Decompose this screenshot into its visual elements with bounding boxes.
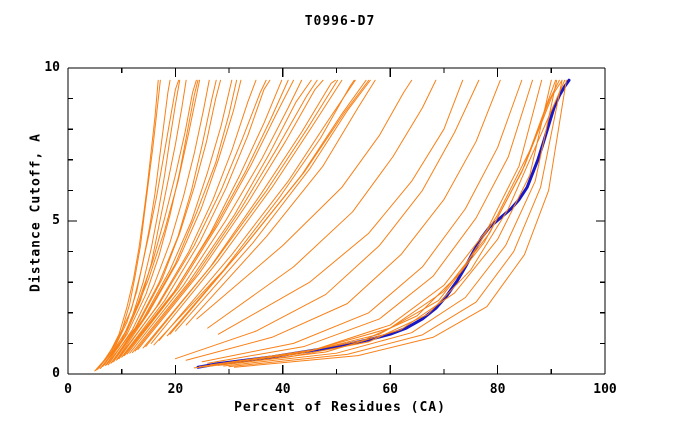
series-layer	[94, 78, 571, 372]
x-axis-label: Percent of Residues (CA)	[234, 400, 446, 415]
series-model-31	[207, 79, 437, 329]
series-model-19	[122, 79, 289, 357]
series-model-30	[196, 79, 413, 320]
series-model-44	[204, 79, 560, 367]
series-model-21	[137, 79, 324, 351]
series-model-42	[193, 79, 566, 369]
series-model-34	[185, 79, 501, 361]
series-model-04	[98, 79, 180, 369]
x-tick-label-0: 0	[64, 382, 72, 397]
x-tick-label-60: 60	[382, 382, 399, 397]
series-model-15	[121, 79, 271, 358]
series-model-18	[126, 79, 295, 355]
series-model-40	[228, 79, 563, 368]
series-model-26	[158, 79, 356, 341]
series-model-46	[104, 79, 201, 366]
series-model-43	[209, 79, 563, 366]
series-model-49	[129, 79, 303, 354]
plot-area	[68, 68, 605, 374]
series-model-36	[207, 79, 533, 364]
series-model-07	[100, 79, 197, 368]
series-model-29	[185, 79, 376, 326]
series-model-41	[199, 79, 557, 368]
series-model-27	[166, 79, 367, 337]
series-model-17	[123, 79, 283, 357]
series-model-39	[223, 79, 558, 367]
series-model-08	[107, 79, 210, 366]
chart-title: T0996-D7	[304, 14, 376, 29]
series-model-35	[201, 79, 523, 363]
series-model-38	[217, 79, 552, 366]
series-model-22	[134, 79, 318, 352]
series-model-02	[97, 79, 171, 370]
series-model-33	[174, 79, 480, 360]
y-tick-label-5: 5	[52, 213, 60, 228]
x-tick-label-80: 80	[489, 382, 506, 397]
x-tick-label-100: 100	[593, 382, 617, 397]
series-model-24	[150, 79, 343, 344]
x-tick-label-20: 20	[167, 382, 184, 397]
y-tick-label-0: 0	[52, 366, 60, 381]
series-model-47	[94, 79, 159, 372]
series-model-09	[110, 79, 222, 364]
series-model-28	[174, 79, 371, 332]
series-model-25	[142, 79, 339, 349]
x-tick-label-40: 40	[274, 382, 291, 397]
series-model-20	[131, 79, 312, 354]
series-model-48	[153, 79, 355, 346]
y-axis-label: Distance Cutoff, A	[28, 133, 44, 292]
series-model-50	[169, 79, 370, 335]
y-tick-label-10: 10	[44, 60, 60, 75]
series-model-06	[105, 79, 199, 366]
series-best-model	[196, 78, 571, 369]
series-model-32	[217, 79, 464, 335]
series-model-16	[116, 79, 267, 360]
series-model-13	[111, 79, 238, 363]
series-model-45	[233, 79, 567, 368]
series-model-10	[106, 79, 217, 366]
series-model-12	[115, 79, 242, 361]
